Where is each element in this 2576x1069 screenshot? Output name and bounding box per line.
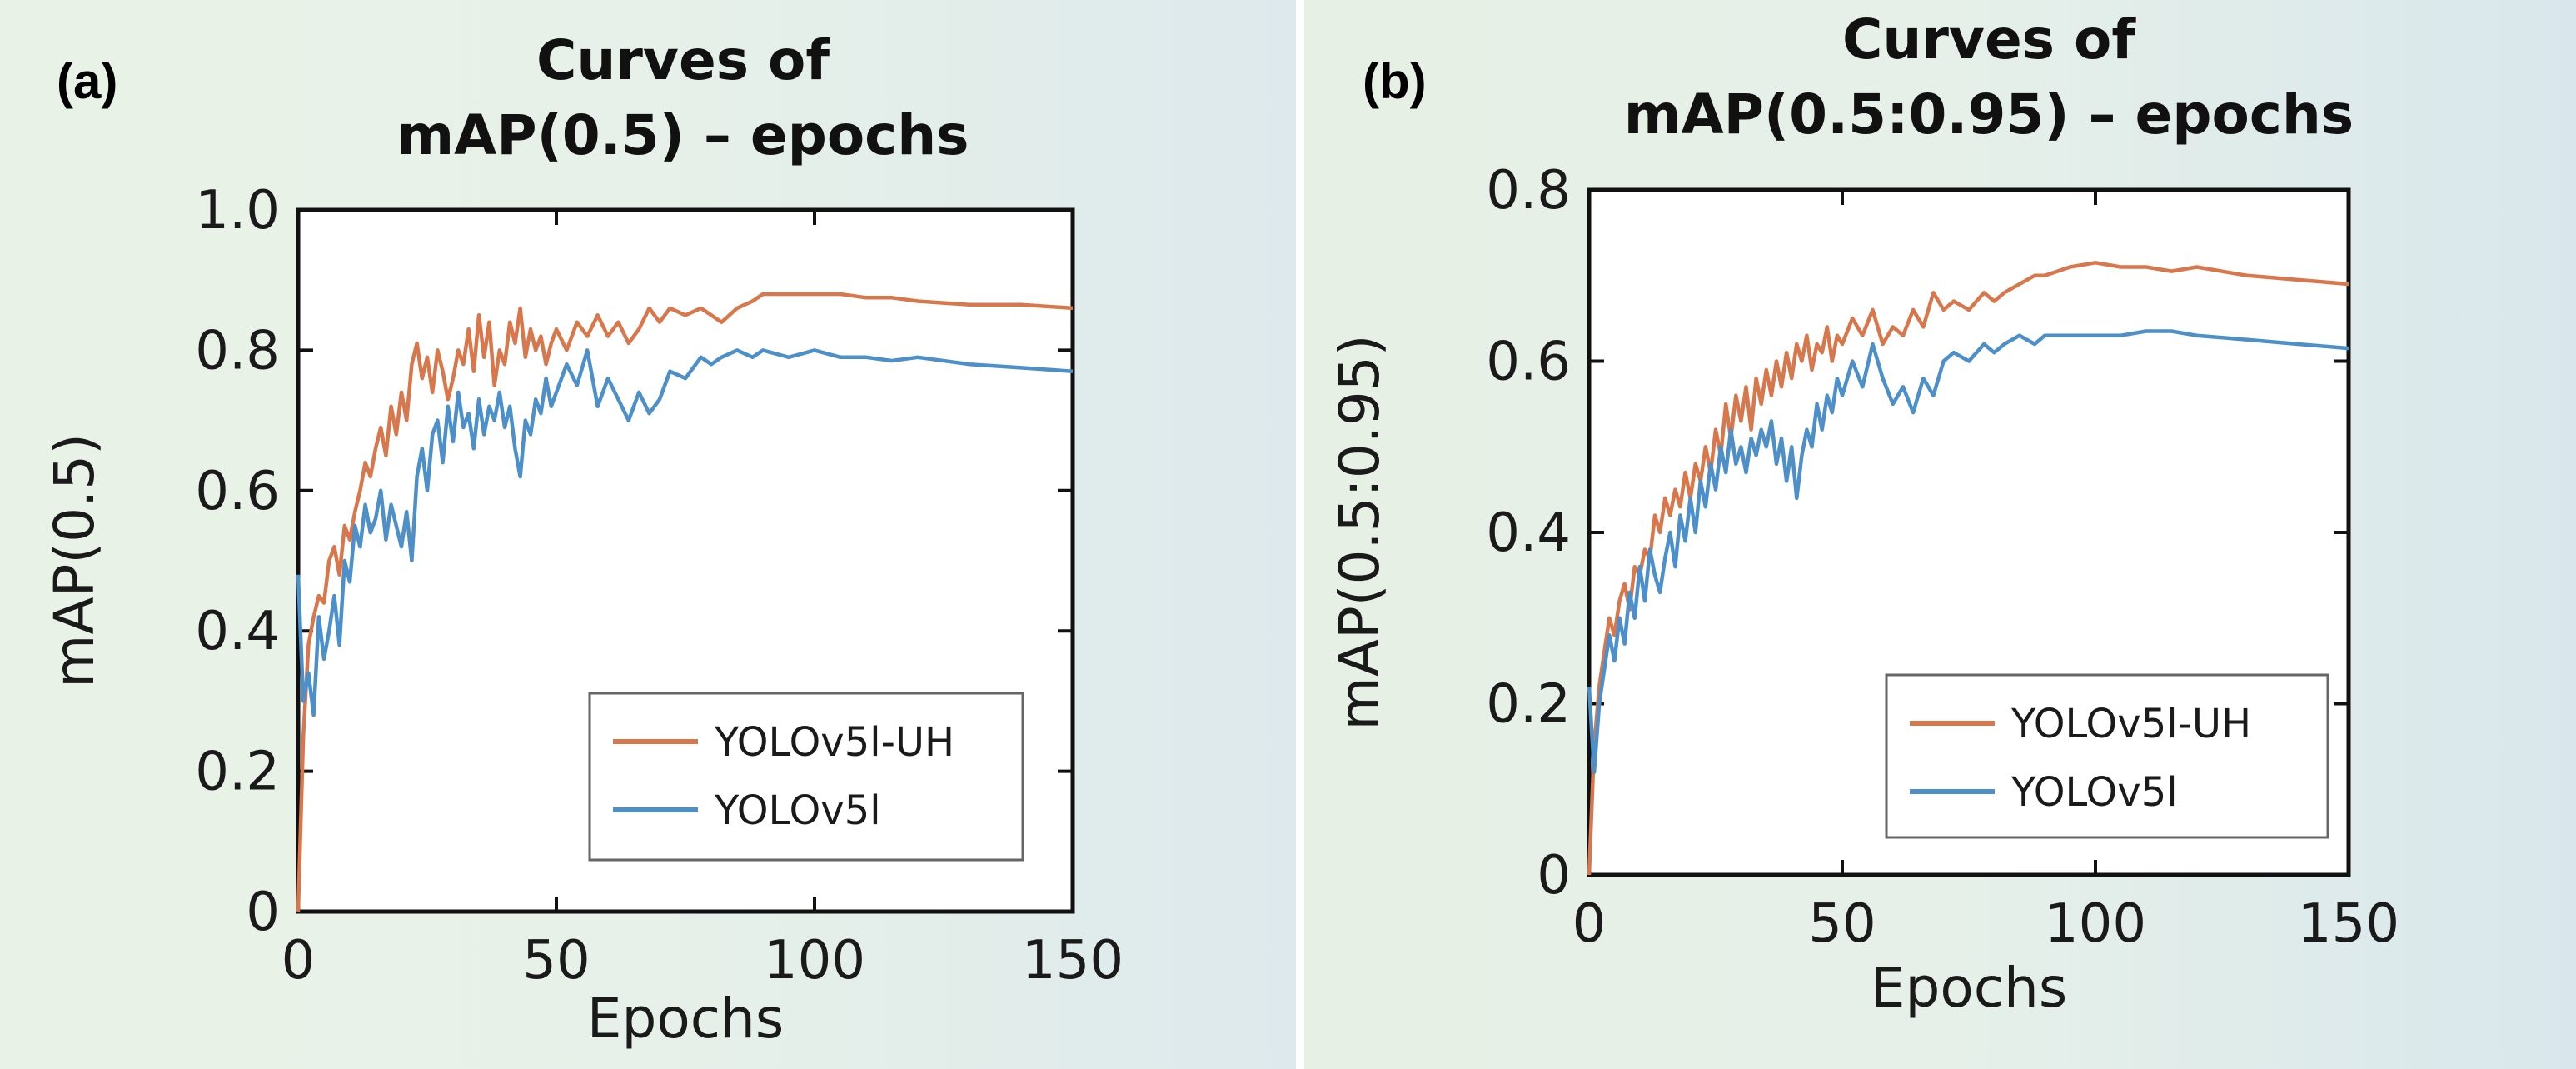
legend-label: YOLOv5l-UH (714, 719, 954, 766)
x-tick-label: 150 (1022, 930, 1124, 992)
x-tick-label: 50 (1808, 893, 1876, 955)
x-tick-label: 50 (522, 930, 590, 992)
y-tick-label: 0.6 (195, 461, 280, 522)
legend: YOLOv5l-UH YOLOv5l (1885, 673, 2329, 839)
y-tick-label: 0 (1537, 845, 1571, 907)
y-tick-label: 0.4 (1486, 502, 1571, 564)
chart-b: (b) Curves of mAP(0.5:0.95) – epochs 0 0.2 0.… (1328, 7, 2399, 1020)
y-tick-label: 1.0 (195, 180, 280, 242)
x-tick-label: 100 (2045, 893, 2146, 955)
x-tick-label: 100 (764, 930, 865, 992)
panel-label: (a) (57, 53, 117, 109)
legend-label: YOLOv5l-UH (2010, 701, 2251, 747)
y-axis-label: mAP(0.5) (42, 433, 107, 688)
legend-label: YOLOv5l (714, 787, 881, 834)
series-line-yolov5l-uh (296, 292, 1074, 912)
x-axis-label: Epochs (1871, 956, 2067, 1020)
chart-title-line: mAP(0.5:0.95) – epochs (1624, 82, 2354, 147)
y-tick-label: 0.2 (1486, 674, 1571, 736)
y-tick-label: 0.4 (195, 601, 280, 662)
x-tick-label: 150 (2298, 893, 2399, 955)
y-tick-label: 0.2 (195, 742, 280, 803)
chart-title-line: mAP(0.5) – epochs (396, 103, 969, 167)
x-axis-label: Epochs (587, 987, 784, 1051)
y-tick-label: 0.8 (195, 320, 280, 382)
panel-divider (1296, 0, 1304, 1069)
panel-label: (b) (1363, 53, 1427, 109)
chart-title-line: Curves of (1842, 7, 2136, 72)
y-tick-label: 0 (246, 882, 280, 943)
legend-box (588, 692, 1024, 862)
series-line-yolov5l-uh (1587, 261, 2349, 876)
chart-a: (a) Curves of mAP(0.5) – epochs 0 0.2 0.4 0.6 0… (42, 28, 1124, 1051)
legend-box (1885, 673, 2329, 839)
y-tick-label: 0.6 (1486, 332, 1571, 393)
legend-label: YOLOv5l (2010, 769, 2178, 816)
chart-title-line: Curves of (536, 28, 830, 92)
series-line-yolov5l (1587, 329, 2349, 774)
series-line-yolov5l (296, 348, 1074, 717)
y-axis-label: mAP(0.5:0.95) (1328, 335, 1392, 731)
x-tick-label: 0 (1572, 893, 1607, 955)
x-tick-label: 0 (282, 930, 316, 992)
legend: YOLOv5l-UH YOLOv5l (588, 692, 1024, 862)
y-tick-label: 0.8 (1486, 160, 1571, 222)
